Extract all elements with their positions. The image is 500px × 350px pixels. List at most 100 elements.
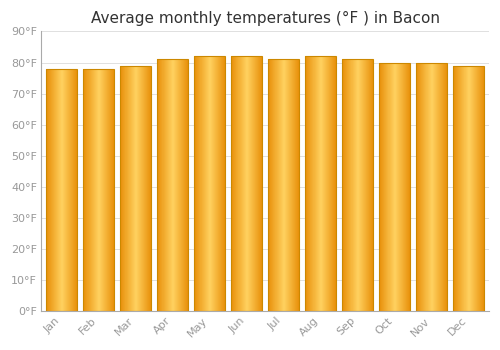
Bar <box>401 63 402 311</box>
Bar <box>185 60 186 311</box>
Bar <box>297 60 298 311</box>
Bar <box>365 60 366 311</box>
Bar <box>105 69 106 311</box>
Bar <box>433 63 434 311</box>
Bar <box>405 63 406 311</box>
Bar <box>124 66 125 311</box>
Bar <box>386 63 387 311</box>
Bar <box>358 60 359 311</box>
Bar <box>307 56 308 311</box>
Bar <box>194 56 195 311</box>
Bar <box>158 60 159 311</box>
Bar <box>99 69 100 311</box>
Bar <box>318 56 319 311</box>
Bar <box>416 63 417 311</box>
Bar <box>442 63 443 311</box>
Bar <box>169 60 170 311</box>
Bar <box>323 56 324 311</box>
Bar <box>109 69 110 311</box>
Bar <box>472 66 473 311</box>
Bar <box>207 56 208 311</box>
Bar <box>327 56 328 311</box>
Bar <box>276 60 277 311</box>
Title: Average monthly temperatures (°F ) in Bacon: Average monthly temperatures (°F ) in Ba… <box>90 11 440 26</box>
Bar <box>470 66 471 311</box>
Bar <box>426 63 427 311</box>
Bar <box>132 66 133 311</box>
Bar <box>352 60 353 311</box>
Bar <box>288 60 289 311</box>
Bar <box>362 60 363 311</box>
Bar <box>347 60 348 311</box>
Bar <box>359 60 360 311</box>
Bar <box>259 56 260 311</box>
Bar <box>331 56 332 311</box>
Bar <box>247 56 248 311</box>
Bar <box>475 66 476 311</box>
Bar <box>174 60 175 311</box>
Bar <box>277 60 278 311</box>
Bar <box>369 60 370 311</box>
Bar <box>222 56 223 311</box>
Bar <box>218 56 219 311</box>
Bar <box>431 63 432 311</box>
Bar <box>407 63 408 311</box>
Bar <box>217 56 218 311</box>
Bar <box>308 56 309 311</box>
Bar <box>256 56 257 311</box>
Bar <box>260 56 261 311</box>
Bar <box>434 63 435 311</box>
Bar <box>384 63 385 311</box>
Bar <box>314 56 315 311</box>
Bar <box>273 60 274 311</box>
Bar <box>474 66 475 311</box>
Bar <box>478 66 479 311</box>
Bar <box>110 69 112 311</box>
Bar <box>55 69 56 311</box>
Bar <box>101 69 102 311</box>
Bar <box>144 66 145 311</box>
Bar <box>279 60 280 311</box>
Bar <box>70 69 71 311</box>
Bar <box>458 66 459 311</box>
Bar <box>215 56 216 311</box>
Bar <box>394 63 395 311</box>
Bar <box>182 60 183 311</box>
Bar <box>435 63 436 311</box>
Bar <box>160 60 161 311</box>
Bar <box>64 69 65 311</box>
Bar <box>325 56 326 311</box>
Bar <box>49 69 50 311</box>
Bar <box>208 56 209 311</box>
Bar <box>74 69 75 311</box>
Bar <box>245 56 246 311</box>
Bar <box>312 56 313 311</box>
Bar <box>271 60 272 311</box>
Bar <box>139 66 140 311</box>
Bar <box>366 60 367 311</box>
Bar <box>91 69 92 311</box>
Bar <box>140 66 141 311</box>
Bar <box>357 60 358 311</box>
Bar <box>179 60 180 311</box>
Bar <box>368 60 369 311</box>
Bar <box>313 56 314 311</box>
Bar <box>481 66 482 311</box>
Bar <box>202 56 203 311</box>
Bar <box>444 63 445 311</box>
Bar <box>146 66 147 311</box>
Bar <box>98 69 99 311</box>
Bar <box>52 69 53 311</box>
Bar <box>467 66 468 311</box>
Bar <box>292 60 293 311</box>
Bar <box>454 66 484 311</box>
Bar <box>380 63 410 311</box>
Bar <box>402 63 403 311</box>
Bar <box>209 56 210 311</box>
Bar <box>252 56 253 311</box>
Bar <box>93 69 94 311</box>
Bar <box>400 63 401 311</box>
Bar <box>240 56 241 311</box>
Bar <box>261 56 262 311</box>
Bar <box>63 69 64 311</box>
